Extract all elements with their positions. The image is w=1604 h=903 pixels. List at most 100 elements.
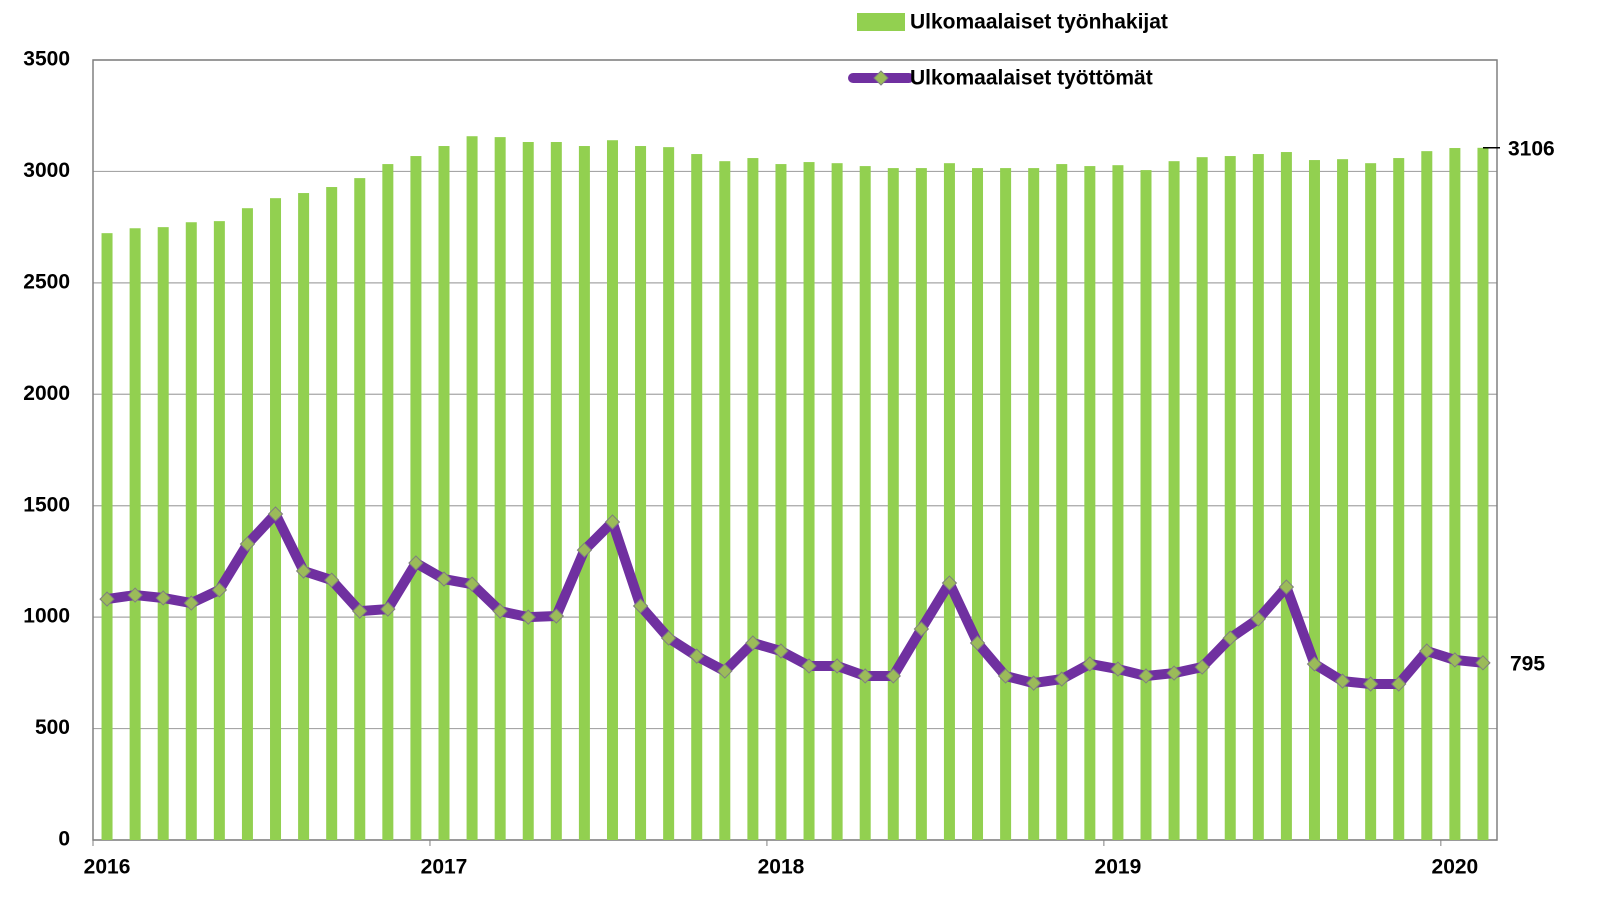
y-tick-label: 1500 [23, 493, 70, 516]
marker [267, 506, 284, 522]
x-tick-label: 2016 [84, 856, 131, 879]
plot-border [92, 59, 1498, 841]
bar [410, 156, 422, 841]
x-tick-label: 2019 [1095, 856, 1142, 879]
marker [660, 630, 677, 646]
bar [101, 233, 113, 840]
bar [494, 137, 506, 840]
x-tick-label: 2020 [1432, 856, 1479, 879]
bar [1308, 160, 1320, 840]
marker [1419, 643, 1435, 659]
marker [183, 595, 199, 611]
data-label: 795 [1510, 652, 1545, 675]
marker [155, 590, 171, 606]
bar [1449, 148, 1461, 840]
bar [466, 136, 478, 840]
y-tick-label: 3000 [23, 159, 70, 182]
marker [295, 563, 312, 579]
marker [352, 603, 368, 619]
y-tick-label: 3500 [23, 48, 70, 71]
bar [831, 163, 843, 840]
bar [663, 147, 675, 840]
marker [829, 658, 845, 674]
legend-label: Ulkomaalaiset työnhakijat [910, 11, 1168, 34]
bar [382, 164, 394, 840]
bar [1224, 156, 1236, 841]
bar [298, 193, 310, 840]
bar [635, 146, 647, 841]
legend-label: Ulkomaalaiset työttömät [910, 67, 1153, 90]
marker [1138, 668, 1154, 684]
x-tick-label: 2018 [758, 856, 805, 879]
marker [885, 668, 901, 684]
bar [438, 146, 450, 841]
bar [1112, 165, 1124, 840]
bar [213, 221, 225, 840]
marker [969, 635, 986, 651]
legend-marker [873, 70, 889, 86]
marker [1362, 676, 1379, 692]
bar [1000, 168, 1012, 841]
bar [550, 142, 562, 841]
bar [747, 158, 759, 841]
marker [548, 608, 565, 624]
y-tick-label: 2000 [23, 382, 70, 405]
bar [691, 154, 703, 840]
marker [1166, 665, 1182, 681]
marker [745, 635, 761, 651]
marker [1334, 673, 1351, 689]
bar [887, 168, 899, 841]
marker [604, 514, 621, 530]
bar [241, 208, 253, 840]
line [106, 508, 1484, 689]
marker [464, 576, 480, 592]
marker [492, 603, 508, 619]
bar [859, 166, 871, 840]
marker [1278, 579, 1295, 595]
marker [1194, 659, 1210, 675]
y-tick-label: 1000 [23, 605, 70, 628]
marker [1054, 671, 1070, 687]
marker [1475, 655, 1491, 671]
bar [1280, 152, 1292, 841]
marker [127, 587, 143, 603]
marker [913, 621, 930, 637]
bar [1252, 154, 1264, 840]
marker [380, 601, 396, 617]
bar [1337, 159, 1349, 840]
bar [775, 164, 787, 840]
bar [1393, 158, 1405, 841]
bar [354, 178, 366, 841]
bar [1056, 164, 1068, 840]
y-tick-label: 2500 [23, 270, 70, 293]
marker [1025, 675, 1042, 691]
bar [129, 228, 141, 840]
legend-item: Ulkomaalaiset työttömät [848, 67, 1153, 90]
bar [578, 146, 590, 841]
marker [1222, 630, 1238, 646]
marker [632, 598, 649, 614]
marker [323, 572, 340, 588]
marker [576, 542, 593, 558]
marker [997, 668, 1014, 684]
bar [326, 187, 338, 840]
bar [1421, 151, 1433, 841]
data-label: 3106 [1508, 137, 1555, 160]
marker [689, 648, 705, 664]
marker [1110, 661, 1126, 677]
bar [719, 161, 731, 841]
marker [1391, 676, 1407, 692]
bar [915, 168, 927, 841]
marker [436, 571, 452, 587]
marker [857, 668, 873, 684]
marker [773, 643, 789, 659]
bar [1365, 163, 1377, 840]
marker [1082, 656, 1098, 672]
marker [1250, 611, 1267, 627]
x-tick-label: 2017 [421, 856, 468, 879]
bar [1477, 147, 1489, 840]
marker [1447, 652, 1463, 668]
marker [1306, 656, 1323, 672]
